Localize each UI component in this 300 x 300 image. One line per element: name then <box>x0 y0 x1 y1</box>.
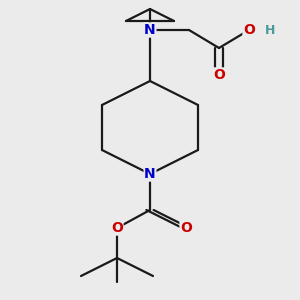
Text: O: O <box>243 23 255 37</box>
Text: N: N <box>144 167 156 181</box>
Text: N: N <box>144 23 156 37</box>
Text: O: O <box>213 68 225 82</box>
Text: O: O <box>111 221 123 235</box>
Text: O: O <box>180 221 192 235</box>
Text: H: H <box>265 23 275 37</box>
